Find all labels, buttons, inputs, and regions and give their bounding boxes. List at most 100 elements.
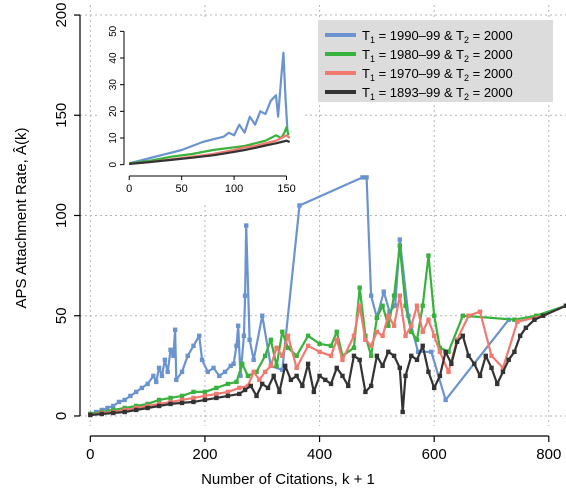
series-point-3: [168, 401, 173, 407]
series-point-0: [234, 343, 239, 349]
series-point-0: [217, 373, 222, 379]
series-point-2: [368, 343, 374, 349]
series-point-0: [171, 353, 176, 359]
series-point-0: [133, 389, 139, 395]
series-point-1: [351, 345, 357, 351]
series-point-0: [111, 403, 116, 409]
legend-label-2: T1 = 1970–99 & T2 = 2000: [362, 66, 513, 83]
series-point-3: [282, 363, 288, 369]
series-point-2: [466, 313, 471, 318]
series-point-2: [374, 329, 380, 334]
series-point-0: [162, 357, 168, 363]
series-point-1: [368, 353, 374, 359]
series-point-0: [360, 175, 365, 180]
series-point-1: [431, 313, 437, 318]
series-point-3: [460, 333, 466, 338]
series-point-1: [403, 303, 408, 308]
series-point-0: [174, 377, 179, 383]
series-point-2: [294, 365, 299, 371]
series-line-1: [90, 244, 566, 416]
series-point-1: [268, 337, 274, 342]
inset-y-tick-label: 20: [108, 105, 119, 117]
series-point-1: [460, 313, 466, 318]
series-point-0: [280, 367, 285, 373]
series-point-2: [437, 349, 443, 355]
series-point-1: [397, 243, 402, 248]
inset-y-tick-label: 0: [108, 161, 119, 167]
series-point-2: [274, 345, 279, 351]
series-point-2: [391, 323, 397, 328]
legend-label-3: T1 = 1893–99 & T2 = 2000: [362, 85, 513, 102]
series-point-0: [247, 337, 252, 342]
series-point-2: [191, 395, 196, 401]
series-point-0: [191, 343, 196, 349]
series-point-1: [317, 341, 322, 347]
series-point-0: [387, 309, 392, 314]
series-point-3: [237, 391, 242, 397]
series-point-3: [426, 369, 431, 375]
series-point-3: [277, 389, 282, 395]
series-point-1: [374, 315, 380, 320]
series-point-0: [228, 363, 233, 369]
series-point-3: [202, 397, 208, 403]
series-point-3: [363, 389, 368, 395]
series-point-3: [179, 400, 185, 406]
series-point-3: [248, 383, 253, 389]
series-point-2: [426, 317, 431, 322]
series-point-0: [211, 365, 216, 371]
series-point-2: [285, 333, 291, 338]
series-point-1: [420, 303, 425, 308]
series-point-3: [483, 353, 488, 359]
series-point-3: [512, 349, 517, 355]
series-point-1: [156, 397, 162, 403]
series-point-3: [477, 373, 483, 379]
inset-series-line-0: [128, 51, 289, 165]
series-point-3: [540, 313, 546, 318]
series-point-3: [111, 410, 116, 416]
series-point-0: [165, 369, 170, 375]
series-point-0: [139, 385, 145, 391]
series-point-3: [260, 381, 265, 387]
series-point-3: [517, 333, 523, 338]
series-point-1: [214, 385, 219, 391]
series-point-0: [199, 357, 205, 363]
series-point-2: [397, 293, 402, 298]
series-point-3: [374, 353, 380, 359]
series-point-3: [214, 395, 219, 401]
series-point-2: [245, 383, 251, 389]
series-point-2: [225, 389, 231, 395]
inset-series-line-1: [129, 126, 290, 165]
series-point-2: [515, 319, 520, 324]
series-point-3: [346, 383, 351, 389]
series-point-0: [429, 349, 434, 355]
series-point-3: [500, 369, 506, 375]
series-point-2: [489, 353, 494, 359]
series-point-1: [234, 379, 239, 385]
inset-x-tick-label: 150: [277, 183, 295, 195]
series-point-1: [533, 313, 539, 318]
series-point-2: [357, 303, 362, 308]
series-point-2: [414, 303, 420, 308]
series-point-0: [368, 293, 374, 298]
series-point-1: [357, 285, 362, 290]
series-point-3: [156, 403, 162, 409]
series-point-0: [151, 373, 156, 379]
series-point-3: [300, 383, 305, 389]
series-point-3: [88, 412, 93, 418]
series-point-3: [495, 381, 500, 387]
series-point-1: [446, 349, 451, 355]
legend-label-0: T1 = 1990–99 & T2 = 2000: [362, 28, 513, 45]
series-point-1: [191, 389, 196, 395]
series-point-3: [340, 373, 345, 379]
series-point-1: [380, 303, 385, 308]
series-point-0: [251, 357, 256, 363]
series-point-3: [386, 349, 391, 355]
series-point-0: [122, 397, 127, 403]
inset-series-line-3: [129, 139, 291, 165]
series-point-0: [364, 175, 369, 180]
series-point-0: [235, 323, 241, 328]
series-point-3: [271, 373, 276, 379]
series-point-3: [323, 377, 328, 383]
series-point-0: [443, 397, 448, 403]
series-point-1: [168, 395, 173, 401]
